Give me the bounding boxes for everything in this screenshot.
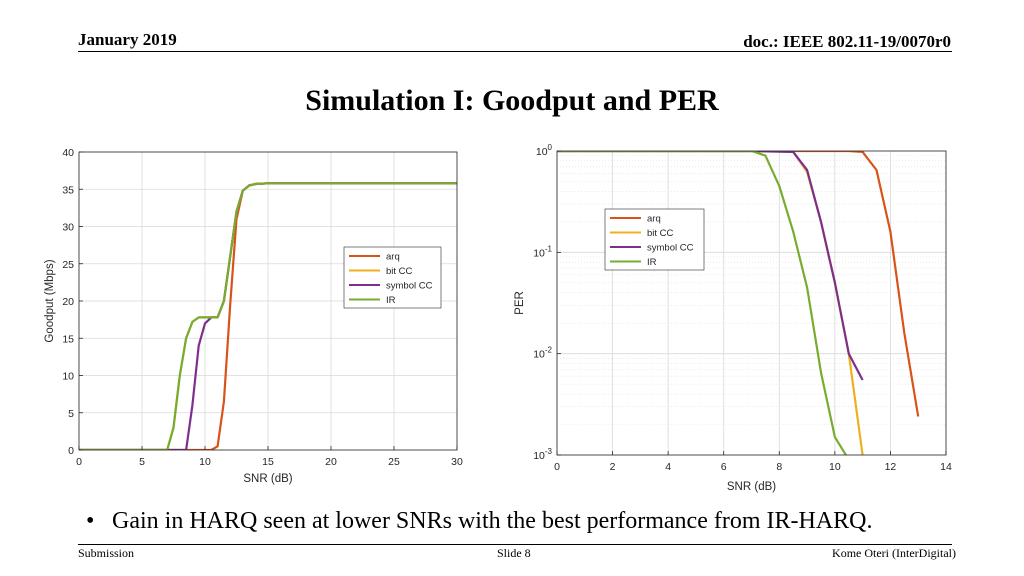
y-axis-label: PER — [514, 291, 526, 315]
slide-title: Simulation I: Goodput and PER — [305, 84, 719, 117]
header-divider — [78, 51, 952, 52]
footer-slide-number: Slide 8 — [497, 546, 531, 560]
legend-label: bit CC — [647, 228, 674, 239]
x-tick-label: 10 — [199, 456, 211, 468]
y-tick-label: 30 — [62, 222, 74, 234]
legend-label: IR — [647, 257, 657, 268]
bullet-item: • Gain in HARQ seen at lower SNRs with th… — [86, 508, 873, 535]
y-tick-label: 10-3 — [533, 447, 552, 462]
footer-left: Submission — [78, 546, 135, 560]
axes-frame-1 — [556, 150, 947, 456]
plot-area-1 — [557, 151, 946, 455]
x-tick-label: 0 — [554, 461, 560, 473]
y-tick-label: 100 — [536, 143, 553, 158]
legend-box — [604, 208, 705, 271]
x-tick-label: 14 — [940, 461, 952, 473]
legend-label: IR — [386, 295, 396, 306]
legend-label: bit CC — [386, 266, 413, 277]
y-axis-label: Goodput (Mbps) — [44, 259, 56, 342]
x-tick-label: 10 — [829, 461, 841, 473]
y-tick-label: 10-2 — [533, 346, 552, 361]
y-tick-label: 15 — [62, 333, 74, 345]
x-tick-label: 0 — [76, 456, 82, 468]
x-axis-label: SNR (dB) — [727, 481, 776, 493]
footer-author: Kome Oteri (InterDigital) — [832, 546, 956, 560]
y-tick-label: 10-1 — [533, 244, 552, 259]
bullet-text: Gain in HARQ seen at lower SNRs with the… — [112, 508, 873, 534]
bullet-dot-icon: • — [86, 508, 95, 534]
header-doc-id: doc.: IEEE 802.11-19/0070r0 — [743, 32, 951, 51]
legend-label: arq — [386, 252, 400, 263]
x-tick-label: 12 — [885, 461, 897, 473]
footer-divider — [78, 544, 952, 545]
y-tick-label: 25 — [62, 259, 74, 271]
legend-label: symbol CC — [647, 243, 694, 254]
y-tick-label: 0 — [68, 445, 74, 457]
x-tick-label: 30 — [451, 456, 463, 468]
y-tick-label: 10 — [62, 371, 74, 383]
y-tick-label: 35 — [62, 184, 74, 196]
legend-box — [343, 246, 442, 309]
x-tick-label: 20 — [325, 456, 337, 468]
x-tick-label: 25 — [388, 456, 400, 468]
series-line-ir — [79, 182, 457, 450]
x-axis-label: SNR (dB) — [243, 473, 292, 485]
y-tick-label: 40 — [62, 147, 74, 159]
y-tick-label: 5 — [68, 408, 74, 420]
x-tick-label: 2 — [610, 461, 616, 473]
x-tick-label: 6 — [721, 461, 727, 473]
x-tick-label: 15 — [262, 456, 274, 468]
series-line-ir — [557, 151, 848, 455]
x-tick-label: 4 — [665, 461, 671, 473]
header-date: January 2019 — [78, 30, 177, 49]
y-tick-label: 20 — [62, 296, 74, 308]
legend-label: arq — [647, 214, 661, 225]
legend-label: symbol CC — [386, 281, 433, 292]
series-line-arq — [557, 151, 920, 417]
x-tick-label: 5 — [139, 456, 145, 468]
x-tick-label: 8 — [776, 461, 782, 473]
